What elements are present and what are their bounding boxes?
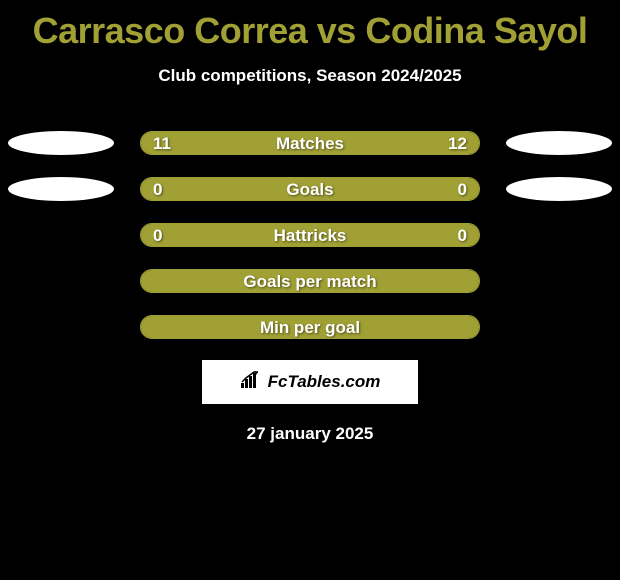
page-title: Carrasco Correa vs Codina Sayol: [0, 0, 620, 52]
stat-row: Min per goal: [0, 304, 620, 350]
player-left-ellipse: [8, 177, 114, 201]
stat-value-left: 0: [153, 224, 162, 247]
stat-pill: Goals0 0: [140, 177, 480, 201]
stat-row: Matches11 12: [0, 120, 620, 166]
stat-value-right: 0: [458, 224, 467, 247]
stat-label: Hattricks: [141, 224, 479, 247]
stat-row: Goals0 0: [0, 166, 620, 212]
stat-pill: Min per goal: [140, 315, 480, 339]
stat-pill: Matches11 12: [140, 131, 480, 155]
brand-box[interactable]: FcTables.com: [202, 360, 418, 404]
stats-area: Matches1112Goals00Hattricks00Goals per m…: [0, 120, 620, 350]
stat-pill: Hattricks0 0: [140, 223, 480, 247]
stat-label: Goals per match: [141, 270, 479, 293]
stat-pill: Goals per match: [140, 269, 480, 293]
player-right-ellipse: [506, 177, 612, 201]
subtitle: Club competitions, Season 2024/2025: [0, 66, 620, 86]
brand-icon: [240, 371, 262, 394]
player-right-ellipse: [506, 131, 612, 155]
date-line: 27 january 2025: [0, 424, 620, 444]
stat-label: Matches: [141, 132, 479, 155]
stat-value-left: 0: [153, 178, 162, 201]
stat-label: Goals: [141, 178, 479, 201]
brand-text: FcTables.com: [268, 372, 381, 392]
stat-value-right: 12: [448, 132, 467, 155]
stat-row: Goals per match: [0, 258, 620, 304]
player-left-ellipse: [8, 131, 114, 155]
stat-row: Hattricks0 0: [0, 212, 620, 258]
stat-value-left: 11: [153, 132, 171, 155]
stat-value-right: 0: [458, 178, 467, 201]
brand-inner: FcTables.com: [240, 371, 381, 394]
stat-label: Min per goal: [141, 316, 479, 339]
